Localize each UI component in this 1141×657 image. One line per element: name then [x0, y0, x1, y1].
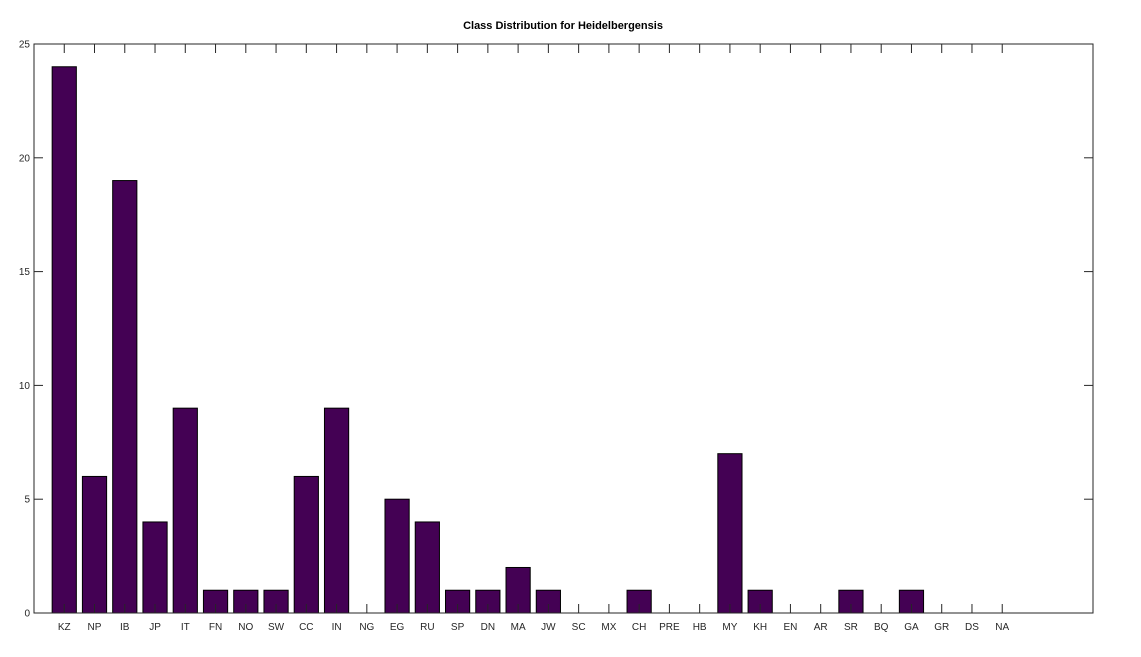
x-tick-label-ch: CH	[632, 622, 646, 633]
x-tick-label-bq: BQ	[874, 622, 889, 633]
x-tick-label-sw: SW	[268, 622, 285, 633]
bar-cc	[293, 475, 319, 614]
bar-eg	[384, 498, 410, 614]
bar-ib	[112, 180, 138, 614]
x-tick-label-ib: IB	[120, 622, 130, 633]
y-tick-label-15: 15	[19, 267, 31, 278]
x-tick-label-kz: KZ	[58, 622, 71, 633]
x-tick-label-jw: JW	[541, 622, 556, 633]
x-tick-label-mx: MX	[601, 622, 616, 633]
bar-in	[323, 407, 350, 614]
y-tick-label-25: 25	[19, 40, 31, 51]
x-tick-label-ma: MA	[511, 622, 526, 633]
x-tick-label-na: NA	[995, 622, 1009, 633]
x-tick-label-ar: AR	[814, 622, 828, 633]
x-tick-label-fn: FN	[209, 622, 222, 633]
x-tick-label-it: IT	[181, 622, 190, 633]
x-tick-label-ds: DS	[965, 622, 979, 633]
x-tick-label-in: IN	[332, 622, 342, 633]
x-tick-label-pre: PRE	[659, 622, 680, 633]
x-tick-label-kh: KH	[753, 622, 767, 633]
y-tick-label-5: 5	[24, 495, 30, 506]
bar-jp	[142, 521, 168, 614]
x-tick-label-no: NO	[238, 622, 253, 633]
y-tick-label-10: 10	[19, 381, 31, 392]
bar-np	[81, 475, 108, 614]
x-tick-label-hb: HB	[693, 622, 707, 633]
x-tick-label-sc: SC	[572, 622, 586, 633]
bars-group	[51, 66, 925, 614]
bar-ru	[414, 521, 440, 614]
x-tick-label-ga: GA	[904, 622, 919, 633]
x-axis-ticks: KZ NP IB JP IT FN NO SW CC IN NG EG RU SP DN MA JW SC MX CH…	[58, 44, 1009, 633]
plot-area-border	[33, 43, 1094, 614]
x-tick-label-cc: CC	[299, 622, 313, 633]
bar-it	[172, 407, 198, 614]
chart-title: Class Distribution for Heidelbergensis	[463, 20, 663, 32]
x-tick-label-sp: SP	[451, 622, 465, 633]
x-tick-label-jp: JP	[149, 622, 161, 633]
x-tick-label-ru: RU	[420, 622, 434, 633]
x-tick-label-sr: SR	[844, 622, 858, 633]
x-tick-label-ng: NG	[359, 622, 374, 633]
bar-my	[717, 453, 743, 614]
x-tick-label-gr: GR	[934, 622, 949, 633]
y-tick-label-20: 20	[19, 153, 31, 164]
bar-kz	[51, 66, 77, 614]
y-tick-label-0: 0	[24, 609, 30, 620]
x-tick-label-my: MY	[722, 622, 737, 633]
x-tick-label-en: EN	[783, 622, 797, 633]
x-tick-label-eg: EG	[390, 622, 405, 633]
y-axis-ticks: 0 5 10 15 20 25	[19, 40, 1093, 620]
x-tick-label-dn: DN	[481, 622, 495, 633]
x-tick-label-np: NP	[88, 622, 102, 633]
